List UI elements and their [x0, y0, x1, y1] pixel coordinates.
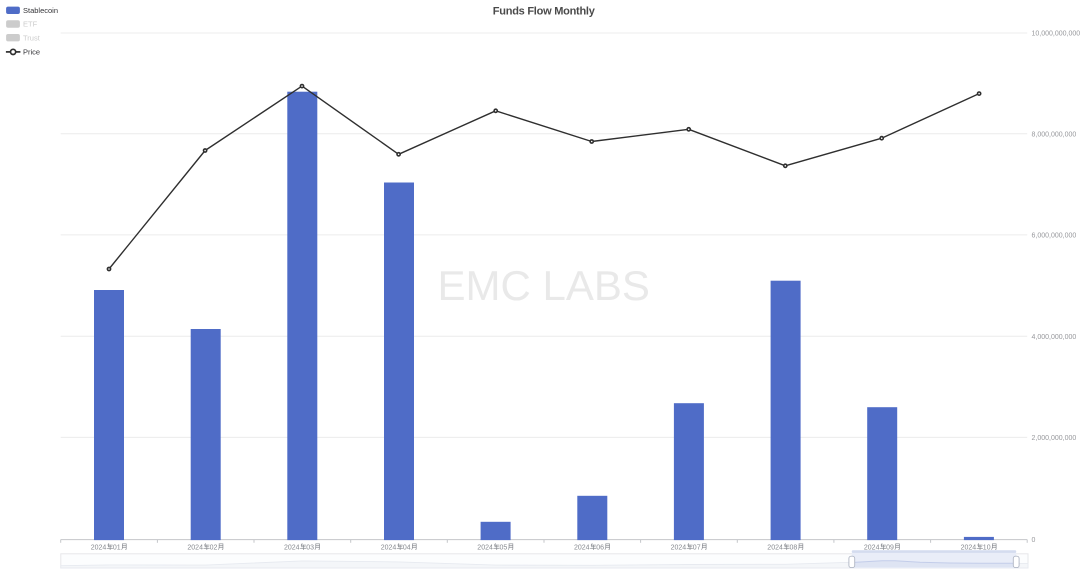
svg-text:06: 06 — [596, 545, 604, 552]
svg-text:Stablecoin: Stablecoin — [23, 6, 58, 15]
svg-text:2024: 2024 — [477, 545, 493, 552]
svg-text:EMC LABS: EMC LABS — [437, 262, 649, 309]
svg-text:ETF: ETF — [23, 20, 38, 29]
svg-text:01: 01 — [113, 545, 121, 552]
svg-text:Funds Flow Monthly: Funds Flow Monthly — [493, 6, 596, 18]
svg-text:07: 07 — [693, 545, 701, 552]
svg-text:2,000,000,000: 2,000,000,000 — [1032, 435, 1077, 442]
svg-text:2024: 2024 — [574, 545, 590, 552]
svg-text:8,000,000,000: 8,000,000,000 — [1032, 131, 1077, 138]
svg-text:05: 05 — [500, 545, 508, 552]
svg-text:2024: 2024 — [284, 545, 300, 552]
svg-text:02: 02 — [210, 545, 218, 552]
svg-text:2024: 2024 — [381, 545, 397, 552]
svg-text:Trust: Trust — [23, 33, 41, 42]
svg-text:2024: 2024 — [767, 545, 783, 552]
svg-text:Price: Price — [23, 48, 40, 57]
svg-text:2024: 2024 — [91, 545, 107, 552]
svg-text:08: 08 — [790, 545, 798, 552]
svg-text:2024: 2024 — [187, 545, 203, 552]
svg-text:4,000,000,000: 4,000,000,000 — [1032, 334, 1077, 341]
svg-text:04: 04 — [403, 545, 411, 552]
svg-text:2024: 2024 — [671, 545, 687, 552]
svg-text:6,000,000,000: 6,000,000,000 — [1032, 232, 1077, 239]
svg-text:03: 03 — [306, 545, 314, 552]
svg-text:10,000,000,000: 10,000,000,000 — [1032, 31, 1080, 38]
svg-text:0: 0 — [1032, 537, 1036, 544]
